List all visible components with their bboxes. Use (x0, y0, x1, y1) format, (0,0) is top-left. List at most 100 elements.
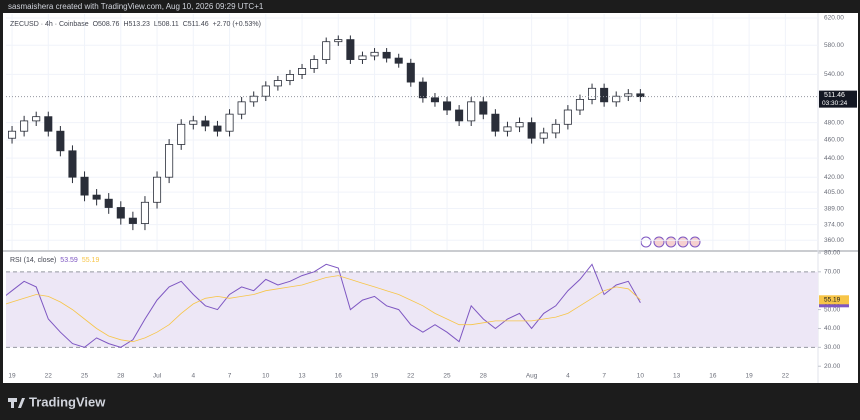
y-tick-label: 540.00 (824, 71, 844, 78)
candle-body (225, 113, 234, 132)
candle-body (44, 116, 53, 132)
candle-body (443, 101, 452, 111)
price-plot (6, 14, 818, 250)
rsi-line (6, 263, 641, 348)
candle-body (140, 201, 149, 224)
candle-body (575, 99, 584, 111)
y-tick-label: 40.00 (824, 325, 841, 332)
candle-body (515, 122, 524, 128)
candle-body (370, 51, 379, 57)
candle-body (80, 176, 89, 196)
x-tick-label: Jul (153, 373, 162, 380)
y-tick-label: 620.00 (824, 15, 844, 22)
candle-body (346, 39, 355, 60)
candle-body (310, 59, 319, 69)
candle-body (213, 125, 222, 132)
candle-body (68, 150, 77, 178)
candle-body (298, 68, 307, 75)
candle-body (551, 123, 560, 134)
x-tick-label: 22 (45, 373, 53, 380)
y-tick-label: 460.00 (824, 137, 844, 144)
candle-body (56, 130, 65, 152)
rsi-plot (6, 263, 818, 348)
candle-body (32, 116, 41, 122)
y-tick-label: 389.00 (824, 205, 844, 212)
candle-body (467, 101, 476, 122)
candle-body (455, 109, 464, 122)
header: sasmaishera created with TradingView.com… (8, 2, 264, 11)
y-tick-label: 70.00 (824, 269, 841, 276)
x-tick-label: 22 (407, 373, 415, 380)
y-tick-label: 440.00 (824, 155, 844, 162)
x-tick-label: 13 (673, 373, 681, 380)
x-tick-label: 19 (8, 373, 16, 380)
countdown: 03:30:24 (822, 100, 848, 107)
x-tick-label: 13 (298, 373, 306, 380)
x-tick-label: 25 (81, 373, 89, 380)
candle-body (116, 207, 125, 219)
footer-logo-text: TradingView (29, 394, 106, 409)
candle-body (201, 120, 210, 127)
candle-body (8, 130, 17, 139)
y-tick-label: 30.00 (824, 344, 841, 351)
last-price-label: 511.46 (824, 92, 845, 99)
x-tick-label: 7 (602, 373, 606, 380)
x-tick-label: 28 (480, 373, 488, 380)
x-tick-label: Aug (526, 373, 538, 380)
x-tick-label: 19 (746, 373, 754, 380)
y-tick-label: 360.00 (824, 237, 844, 244)
ohlc-value: H513.23 (123, 21, 150, 28)
candle-body (612, 95, 621, 103)
candle-body (153, 176, 162, 203)
candle-body (358, 55, 367, 60)
event-icons (640, 236, 701, 248)
candle-body (189, 120, 198, 125)
candle-body (636, 93, 645, 98)
x-tick-label: 16 (335, 373, 343, 380)
candle-body (177, 123, 186, 145)
x-tick-label: 19 (371, 373, 379, 380)
x-tick-label: 25 (443, 373, 451, 380)
y-tick-label: 374.00 (824, 221, 844, 228)
candle-body (418, 81, 427, 99)
pane-legend: RSI (14, close) 53.59 55.19 (10, 257, 99, 264)
candle-body (503, 126, 512, 132)
legend-value: 55.19 (82, 257, 100, 264)
candle-body (20, 120, 29, 132)
x-tick-label: 7 (228, 373, 232, 380)
candle-body (128, 217, 137, 224)
candle-body (563, 109, 572, 125)
last-value-label: 55.19 (824, 297, 841, 304)
candle-body (334, 39, 343, 43)
x-tick-label: 10 (262, 373, 270, 380)
candle-body (273, 80, 282, 87)
candle-body (479, 101, 488, 115)
candle-body (104, 198, 113, 208)
candle-body (285, 74, 294, 81)
candle-body (588, 87, 597, 100)
ohlc-value: O508.76 (93, 21, 120, 28)
rsi-band (6, 271, 818, 348)
last-price-box (819, 90, 857, 108)
ohlc-value: L508.11 (154, 21, 179, 28)
x-tick-label: 28 (117, 373, 125, 380)
symbol: ZECUSD · 4h · Coinbase (10, 21, 89, 28)
y-tick-label: 405.00 (824, 189, 844, 196)
legend-value: 53.59 (60, 257, 78, 264)
ohlc-value: +2.70 (+0.53%) (213, 21, 261, 28)
candle-body (249, 95, 258, 103)
candle-body (382, 51, 391, 59)
y-tick-label: 20.00 (824, 363, 841, 370)
indicator-title: RSI (14, close) (10, 257, 56, 264)
x-tick-label: 22 (782, 373, 790, 380)
candle-body (237, 101, 246, 115)
y-tick-label: 580.00 (824, 42, 844, 49)
y-tick-label: 480.00 (824, 119, 844, 126)
candle-body (322, 41, 331, 60)
candle-body (600, 87, 609, 103)
candle-body (92, 194, 101, 200)
y-tick-label: 420.00 (824, 174, 844, 181)
candle-body (430, 97, 439, 103)
candle-body (527, 122, 536, 139)
